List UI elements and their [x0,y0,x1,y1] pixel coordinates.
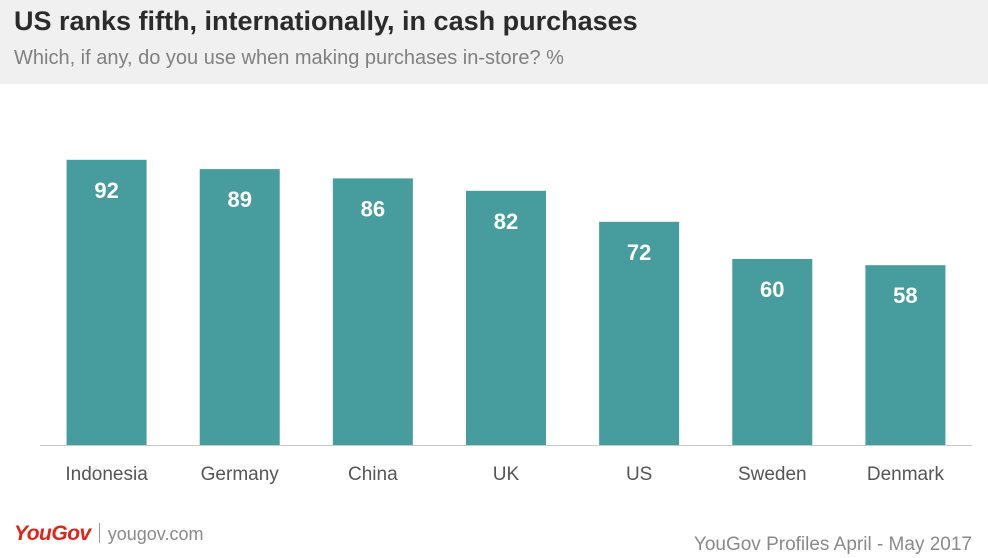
yougov-logo: YouGov [14,522,91,545]
chart-header: US ranks fifth, internationally, in cash… [0,0,988,84]
bar-value-label: 72 [627,240,651,265]
website-link[interactable]: yougov.com [107,524,204,544]
x-tick-label: US [626,464,652,485]
bar-value-label: 89 [227,187,251,212]
bar-value-label: 82 [494,209,518,234]
bar-indonesia [66,159,147,446]
x-tick-label: Denmark [867,464,945,485]
x-tick-label: Germany [201,464,280,485]
footer-brand: YouGov yougov.com [14,520,203,546]
bar-denmark [865,265,946,445]
bar-value-label: 86 [361,196,385,221]
bar-germany [199,169,280,445]
source-note: YouGov Profiles April - May 2017 [693,534,972,555]
footer-divider [98,523,100,543]
x-tick-label: Sweden [738,464,807,485]
bar-uk [466,190,546,445]
bar-value-label: 92 [94,178,118,203]
chart-subtitle: Which, if any, do you use when making pu… [14,47,564,69]
chart-title: US ranks fifth, internationally, in cash… [14,6,638,36]
bar-chart: 92 Indonesia 89 Germany 86 China 82 UK 72 US 60 Swe… [40,159,972,485]
x-tick-label: Indonesia [65,464,148,485]
bar-us [599,221,680,445]
bar-china [332,178,413,445]
bar-sweden [732,259,813,445]
x-tick-label: China [348,464,398,485]
x-tick-label: UK [493,464,520,485]
bar-value-label: 58 [893,283,917,308]
bar-value-label: 60 [760,277,784,302]
